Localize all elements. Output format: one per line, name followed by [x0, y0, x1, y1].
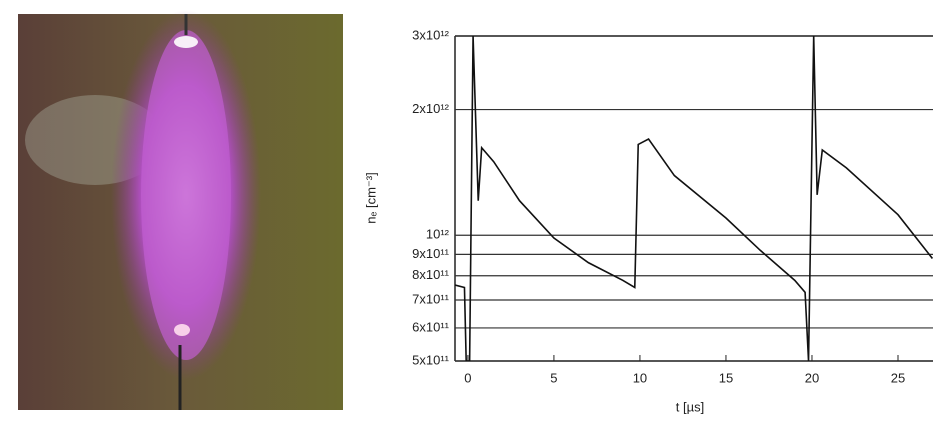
x-tick-label: 25 — [891, 370, 905, 385]
photo — [18, 10, 343, 410]
y-tick-label: 5x10¹¹ — [412, 352, 450, 367]
y-tick-label: 3x10¹² — [412, 27, 450, 42]
x-tick-label: 10 — [633, 370, 647, 385]
x-tick-label: 5 — [550, 370, 557, 385]
y-axis-label: nₑ [cm⁻³] — [363, 172, 378, 223]
y-tick-label: 2x10¹² — [412, 101, 450, 116]
data-line — [455, 36, 933, 361]
plot-area — [455, 36, 933, 361]
y-tick-label: 9x10¹¹ — [412, 246, 450, 261]
x-tick-label: 0 — [464, 370, 471, 385]
x-axis-label: t [µs] — [676, 399, 704, 414]
y-tick-label: 6x10¹¹ — [412, 319, 450, 334]
x-tick-label: 15 — [719, 370, 733, 385]
y-tick-label: 10¹² — [426, 227, 450, 242]
y-tick-label: 8x10¹¹ — [412, 267, 450, 282]
y-tick-label: 7x10¹¹ — [412, 291, 450, 306]
x-tick-label: 20 — [805, 370, 819, 385]
